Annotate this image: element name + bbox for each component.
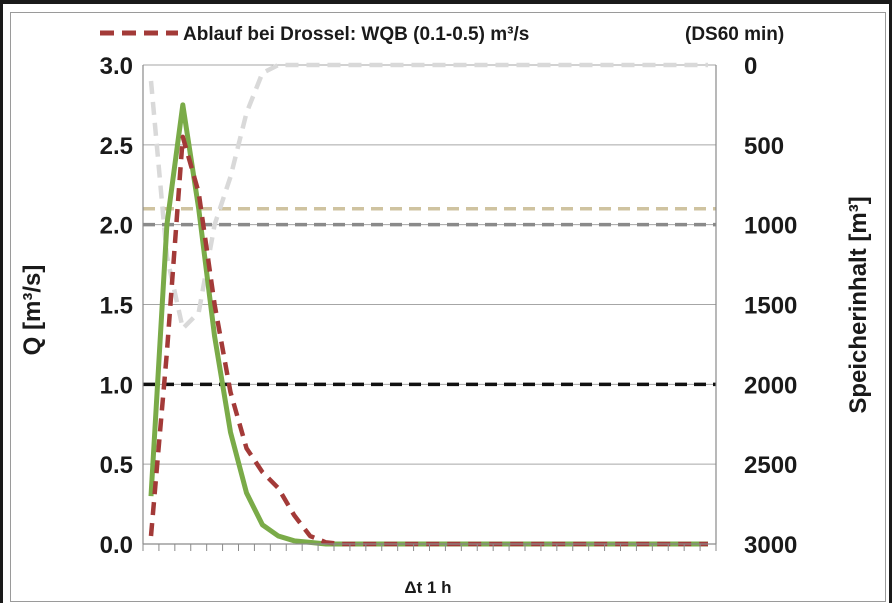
y-right-tick-label-2: 2000	[744, 372, 797, 399]
y-left-tick-label-4: 2.0	[100, 213, 133, 240]
legend-note: (DS60 min)	[685, 24, 784, 45]
y-right-tick-label-3: 1500	[744, 293, 797, 320]
y-left-tick-label-6: 3.0	[100, 53, 133, 80]
series-line-outflow	[148, 134, 708, 547]
window-left-border	[0, 0, 3, 603]
series-line-inflow	[148, 102, 708, 547]
y-axis-left-title: Q [m³/s]	[19, 265, 46, 356]
y-left-tick-label-3: 1.5	[100, 293, 133, 320]
y-left-tick-label-1: 0.5	[100, 452, 133, 479]
series-line-storage	[148, 62, 708, 331]
y-axis-right-title: Speicherinhalt [m³]	[845, 196, 872, 413]
y-right-tick-label-4: 1000	[744, 213, 797, 240]
y-right-tick-label-6: 0	[744, 53, 757, 80]
y-left-tick-label-5: 2.5	[100, 133, 133, 160]
reference-lines	[143, 206, 716, 387]
y-right-tick-label-1: 2500	[744, 452, 797, 479]
window-top-border	[0, 0, 892, 4]
y-left-tick-label-0: 0.0	[100, 532, 133, 559]
x-axis-title: Δt 1 h	[404, 578, 451, 597]
legend-label: Ablauf bei Drossel: WQB (0.1-0.5) m³/s	[183, 24, 529, 45]
y-left-tick-label-2: 1.0	[100, 372, 133, 399]
axis-layer: 0.0 0.5 1.0 1.5 2.0 2.5 3.0 3000 2500 2000 1500 100…	[100, 53, 798, 559]
grid-layer	[143, 64, 716, 545]
y-right-tick-label-5: 500	[744, 133, 784, 160]
y-right-tick-label-0: 3000	[744, 532, 797, 559]
window-right-border	[889, 0, 892, 603]
